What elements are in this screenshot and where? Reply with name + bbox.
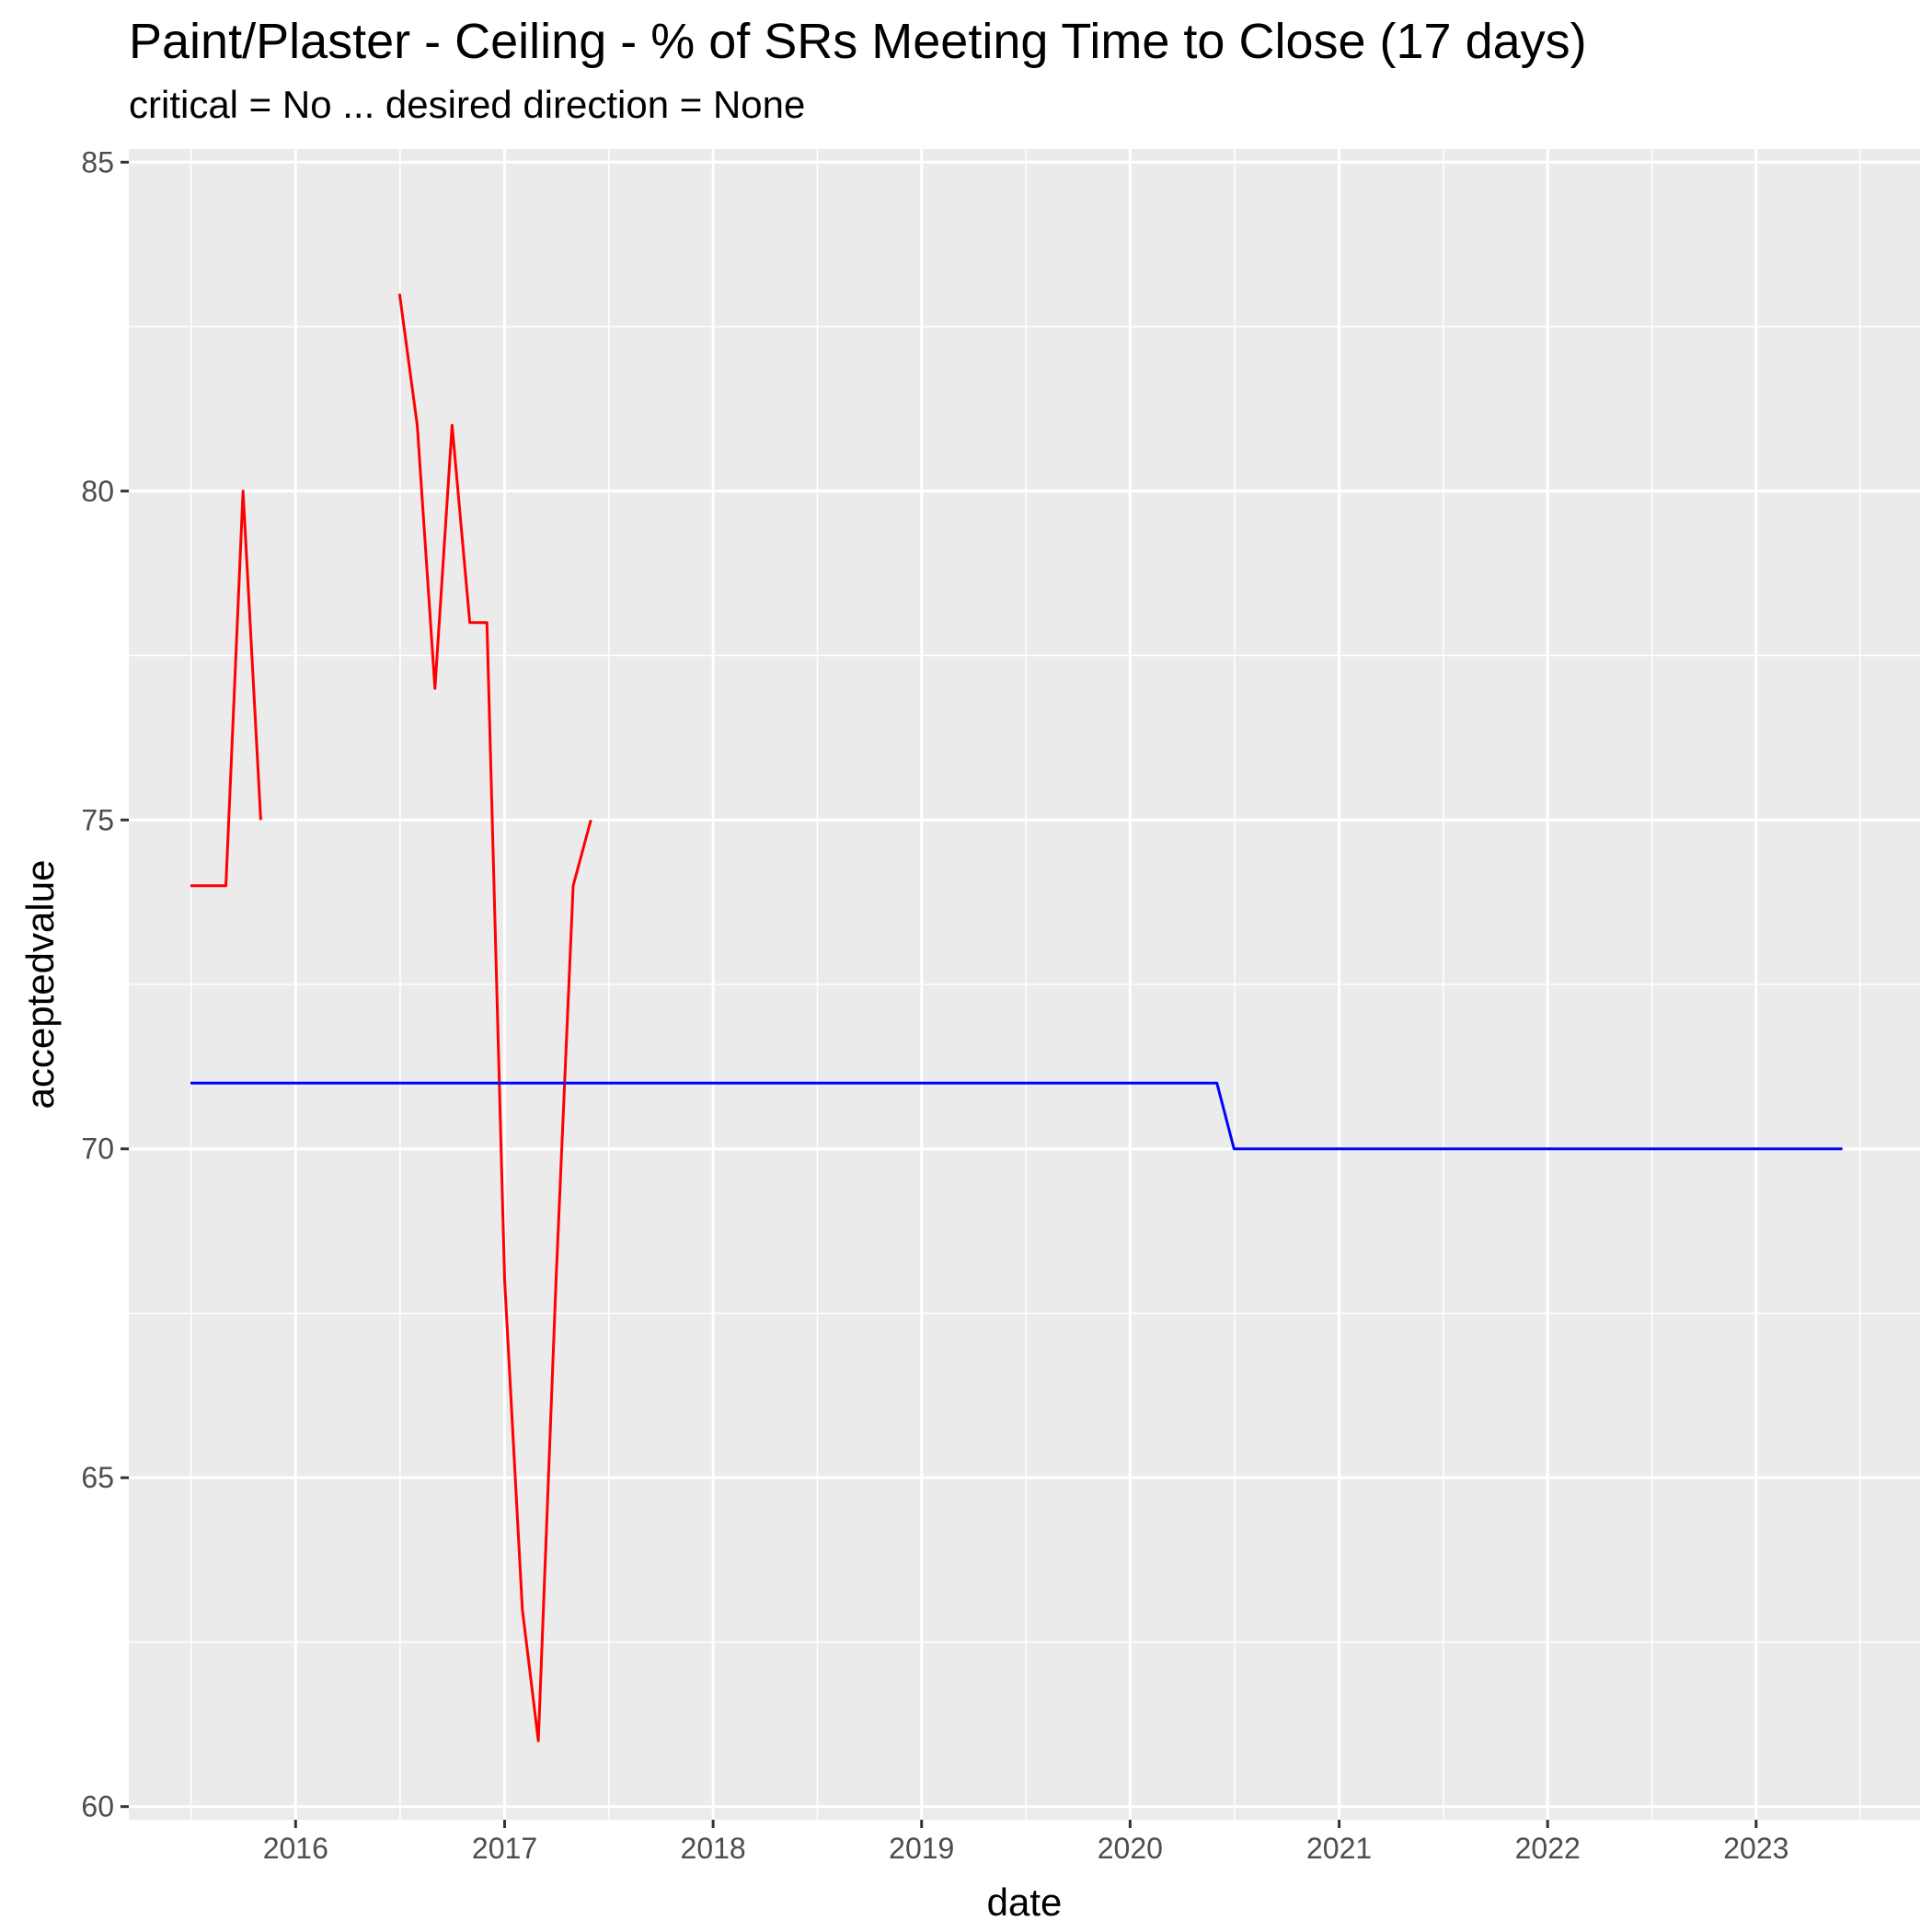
x-axis: 2016 2017 2018 2019 2020 2021 2022 2023 [263, 1820, 1788, 1865]
x-tick-label: 2016 [263, 1832, 328, 1865]
y-tick-label: 70 [81, 1133, 114, 1166]
chart-subtitle: critical = No ... desired direction = No… [129, 83, 806, 126]
series-2 [190, 1081, 1843, 1151]
y-axis-title: acceptedvalue [18, 860, 62, 1110]
series-1 [190, 293, 592, 1742]
y-tick-label: 75 [81, 803, 114, 836]
x-tick-label: 2017 [472, 1832, 537, 1865]
series-line [190, 489, 262, 888]
x-tick-label: 2022 [1515, 1832, 1581, 1865]
x-tick-label: 2020 [1098, 1832, 1163, 1865]
series-line [397, 293, 592, 1742]
y-tick-label: 80 [81, 475, 114, 508]
major-gridlines [129, 149, 1920, 1820]
y-tick-label: 60 [81, 1790, 114, 1823]
chart-title: Paint/Plaster - Ceiling - % of SRs Meeti… [129, 14, 1587, 69]
y-axis: 60 65 70 75 80 85 [81, 145, 129, 1823]
series-line [190, 1081, 1843, 1151]
x-tick-label: 2018 [681, 1832, 746, 1865]
x-axis-title: date [987, 1880, 1063, 1924]
minor-gridlines [129, 149, 1920, 1820]
x-tick-label: 2021 [1306, 1832, 1372, 1865]
x-tick-label: 2023 [1723, 1832, 1788, 1865]
series-layer [190, 293, 1843, 1742]
x-tick-label: 2019 [889, 1832, 954, 1865]
y-tick-label: 85 [81, 145, 114, 178]
y-tick-label: 65 [81, 1461, 114, 1494]
